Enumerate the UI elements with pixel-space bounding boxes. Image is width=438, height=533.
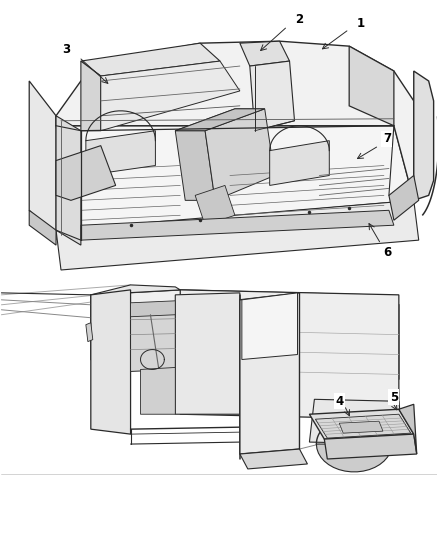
Polygon shape [175,109,265,131]
Polygon shape [175,131,215,200]
Text: 4: 4 [335,395,343,408]
Polygon shape [131,301,175,317]
Text: 1: 1 [357,17,365,30]
Polygon shape [86,322,93,342]
Polygon shape [195,185,235,225]
Polygon shape [240,293,300,454]
Polygon shape [324,434,417,459]
Polygon shape [205,109,275,200]
Polygon shape [309,409,414,439]
Text: 5: 5 [390,391,398,404]
Polygon shape [389,175,419,220]
Polygon shape [250,61,294,131]
Polygon shape [91,290,399,379]
Polygon shape [86,131,155,175]
Polygon shape [56,146,116,200]
Polygon shape [101,61,240,131]
Polygon shape [91,285,180,295]
Polygon shape [56,116,81,245]
Polygon shape [339,421,383,433]
Polygon shape [131,303,175,372]
Polygon shape [141,367,175,414]
Polygon shape [240,449,307,469]
Polygon shape [240,41,290,66]
Polygon shape [349,46,394,126]
Polygon shape [309,399,404,444]
Polygon shape [175,109,265,131]
Polygon shape [315,414,411,438]
Text: 6: 6 [383,246,391,259]
Text: 3: 3 [62,43,70,55]
Polygon shape [414,71,434,200]
Polygon shape [175,293,240,414]
Polygon shape [81,61,101,131]
Polygon shape [56,41,414,200]
Polygon shape [316,444,392,472]
Text: 7: 7 [383,132,391,145]
Polygon shape [242,293,297,360]
Polygon shape [270,141,329,185]
Polygon shape [56,200,419,270]
Polygon shape [56,126,414,230]
Polygon shape [29,211,56,245]
Polygon shape [180,290,399,419]
Polygon shape [81,211,394,240]
Polygon shape [399,404,417,454]
Polygon shape [91,290,131,434]
Polygon shape [29,81,56,240]
Polygon shape [81,43,220,76]
Text: 2: 2 [295,13,304,26]
